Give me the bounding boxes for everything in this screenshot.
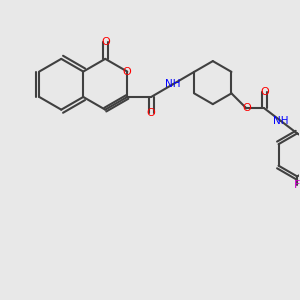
Text: O: O — [242, 103, 251, 113]
Text: NH: NH — [165, 80, 180, 89]
Text: O: O — [123, 67, 132, 76]
Text: NH: NH — [273, 116, 289, 126]
Text: O: O — [260, 87, 269, 97]
Text: F: F — [294, 180, 300, 190]
Text: O: O — [147, 108, 155, 118]
Text: O: O — [101, 38, 110, 47]
